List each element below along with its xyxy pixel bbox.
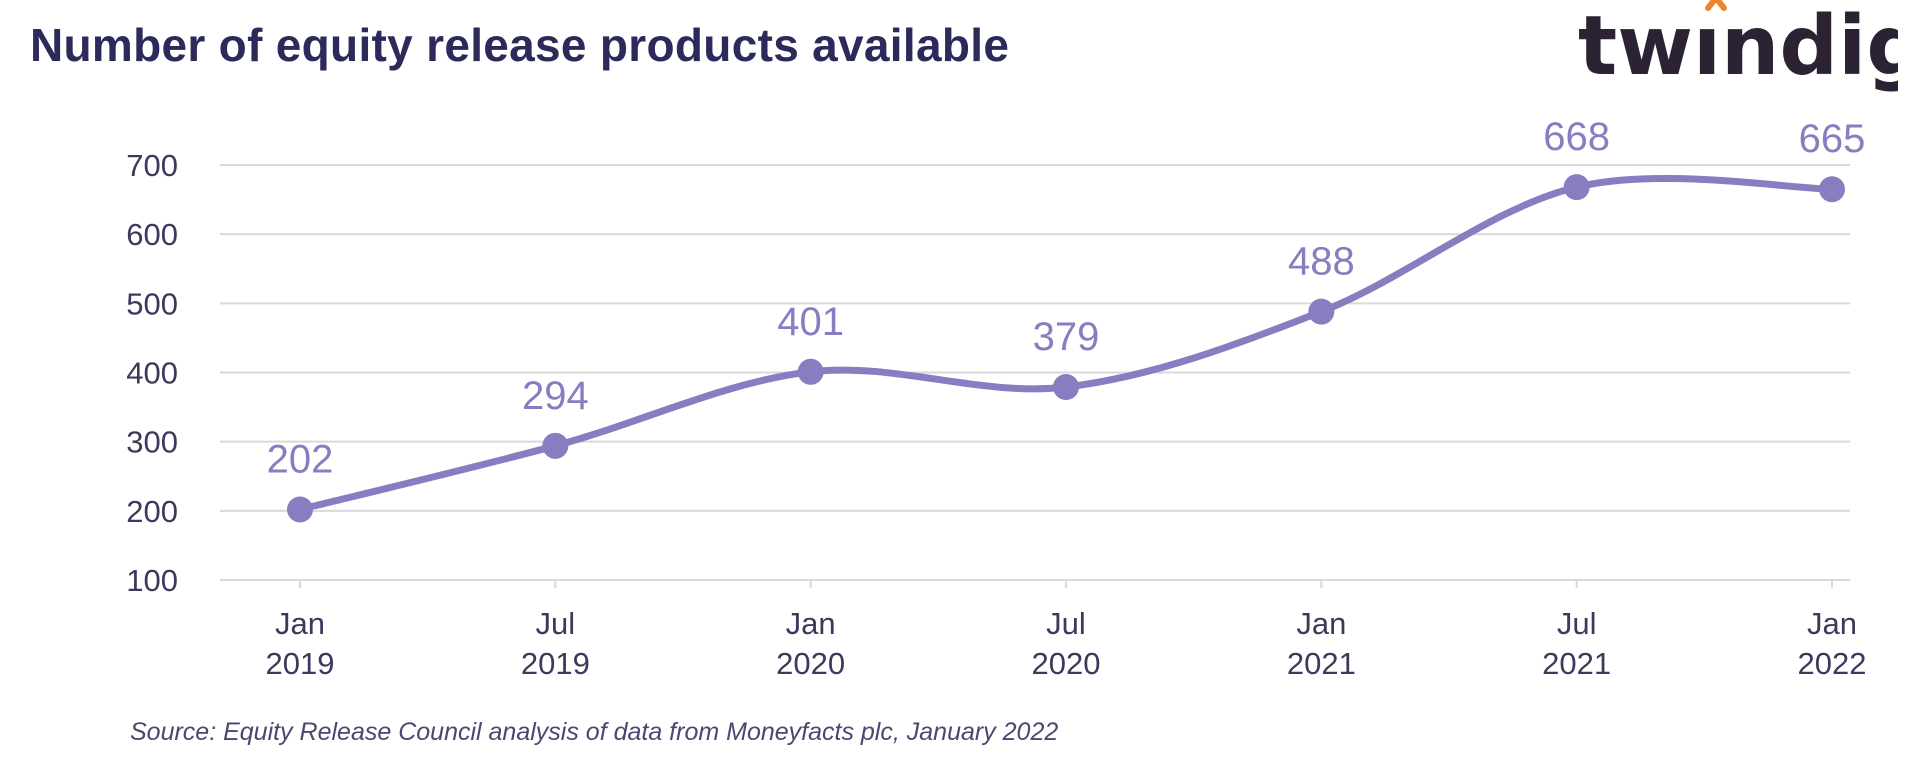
data-point — [1563, 174, 1590, 201]
x-tick-label: Jul — [1557, 606, 1597, 641]
x-tick-label: Jan — [1807, 606, 1857, 641]
y-tick-label: 500 — [126, 286, 178, 321]
logo-text: twındig — [1578, 0, 1898, 94]
x-tick-label-year: 2019 — [266, 646, 335, 681]
x-tick-label: Jul — [1046, 606, 1086, 641]
data-point — [797, 358, 824, 385]
data-label: 488 — [1288, 240, 1355, 284]
x-tick-label-year: 2019 — [521, 646, 590, 681]
x-tick-label-year: 2020 — [1032, 646, 1101, 681]
twindig-logo: twındig — [1578, 0, 1898, 94]
data-label: 665 — [1799, 117, 1866, 161]
x-tick-label-year: 2021 — [1542, 646, 1611, 681]
data-label: 294 — [522, 374, 589, 418]
x-tick-label-year: 2020 — [776, 646, 845, 681]
data-labels: 202 294 401 379 488 668 665 — [267, 115, 1866, 481]
data-label: 202 — [267, 437, 334, 481]
y-tick-label: 300 — [126, 425, 178, 460]
y-tick-label: 400 — [126, 356, 178, 391]
x-tick-label-year: 2021 — [1287, 646, 1356, 681]
y-tick-label: 600 — [126, 217, 178, 252]
data-point — [1053, 374, 1079, 401]
x-tick-label: Jul — [536, 606, 576, 641]
x-tick-label: Jan — [1296, 606, 1346, 641]
y-tick-label: 100 — [126, 563, 178, 598]
chart-title: Number of equity release products availa… — [30, 19, 1010, 71]
grid-lines — [220, 164, 1850, 581]
data-point — [542, 432, 569, 459]
data-label: 401 — [777, 300, 844, 344]
source-note: Source: Equity Release Council analysis … — [130, 718, 1059, 746]
data-label: 379 — [1033, 315, 1100, 359]
data-point — [1819, 176, 1845, 203]
logo-chevron-icon — [1705, 0, 1727, 11]
x-axis-ticks: Jan 2019 Jul 2019 Jan 2020 Jul 2020 Jan 2021 Jul 20… — [266, 580, 1867, 681]
x-tick-label: Jan — [275, 606, 325, 641]
data-point — [1308, 298, 1335, 325]
x-tick-label: Jan — [786, 606, 836, 641]
data-label: 668 — [1543, 115, 1610, 159]
data-point — [287, 496, 313, 523]
y-tick-label: 200 — [126, 494, 178, 529]
y-tick-label: 700 — [126, 148, 178, 183]
x-tick-label-year: 2022 — [1798, 646, 1867, 681]
y-axis-ticks: 100 200 300 400 500 600 700 — [126, 148, 178, 598]
data-points — [287, 174, 1845, 523]
